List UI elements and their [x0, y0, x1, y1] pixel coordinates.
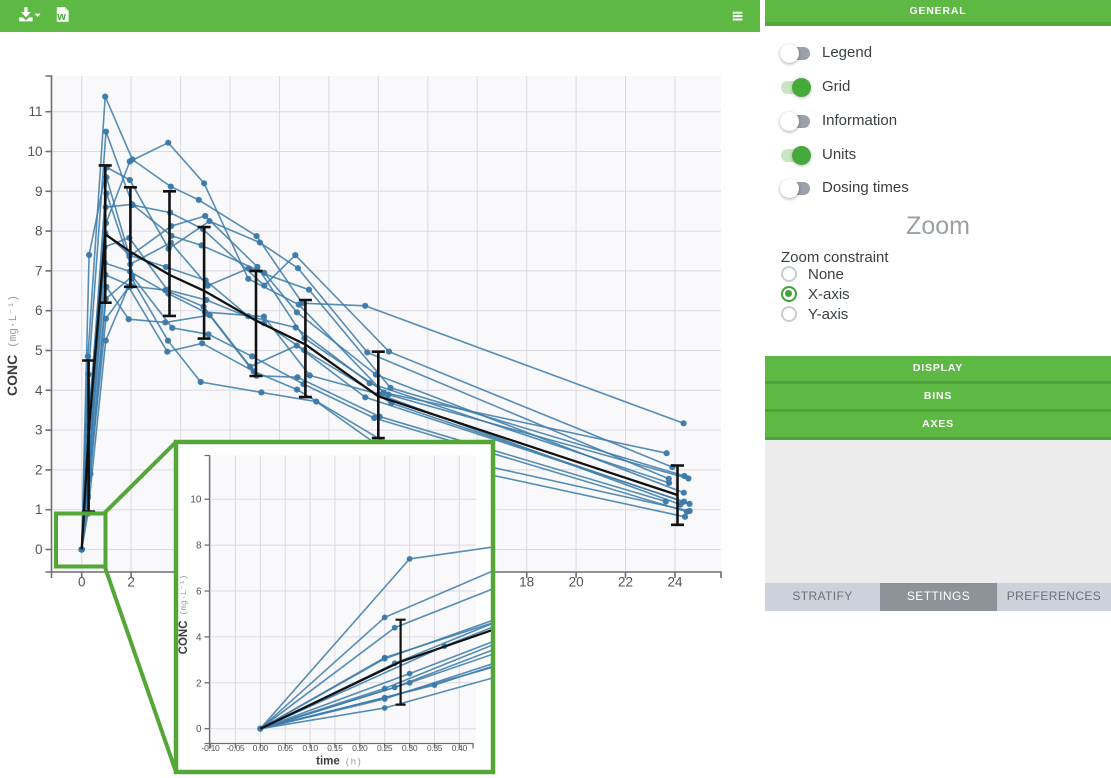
- svg-text:2: 2: [35, 462, 43, 477]
- svg-text:0.25: 0.25: [377, 743, 393, 753]
- svg-text:0: 0: [78, 575, 86, 590]
- svg-text:24: 24: [667, 575, 683, 590]
- svg-text:3: 3: [35, 423, 43, 438]
- svg-text:4: 4: [35, 383, 43, 398]
- svg-text:8: 8: [196, 541, 202, 552]
- svg-text:0.40: 0.40: [452, 743, 468, 753]
- svg-text:9: 9: [35, 184, 43, 199]
- svg-text:6: 6: [196, 587, 202, 598]
- svg-text:0.05: 0.05: [278, 743, 294, 753]
- svg-text:4: 4: [196, 632, 202, 643]
- svg-text:0.30: 0.30: [402, 743, 418, 753]
- svg-text:10: 10: [27, 144, 42, 159]
- svg-text:time(h): time (h): [316, 756, 362, 768]
- svg-text:7: 7: [35, 263, 43, 278]
- svg-text:0: 0: [35, 542, 43, 557]
- svg-text:0.10: 0.10: [302, 743, 318, 753]
- svg-text:0.15: 0.15: [327, 743, 343, 753]
- svg-text:0.20: 0.20: [352, 743, 368, 753]
- svg-text:10: 10: [190, 495, 202, 506]
- svg-text:6: 6: [35, 303, 43, 318]
- svg-text:-0.10: -0.10: [202, 743, 220, 753]
- svg-text:11: 11: [28, 104, 42, 119]
- svg-text:CONC(mg·L⁻¹): CONC(mg·L⁻¹): [178, 575, 190, 655]
- svg-text:18: 18: [519, 575, 534, 590]
- svg-text:CONC(mg·L⁻¹): CONC(mg·L⁻¹): [4, 295, 20, 396]
- svg-text:8: 8: [35, 224, 43, 239]
- svg-text:0.35: 0.35: [427, 743, 443, 753]
- svg-text:22: 22: [618, 575, 633, 590]
- svg-text:2: 2: [196, 678, 202, 689]
- svg-text:2: 2: [127, 575, 135, 590]
- svg-text:-0.05: -0.05: [226, 743, 244, 753]
- svg-text:20: 20: [569, 575, 584, 590]
- svg-text:5: 5: [35, 343, 43, 358]
- svg-text:0: 0: [196, 724, 202, 735]
- svg-text:1: 1: [35, 502, 43, 517]
- svg-text:0.00: 0.00: [253, 743, 269, 753]
- svg-text:w: w: [56, 11, 66, 23]
